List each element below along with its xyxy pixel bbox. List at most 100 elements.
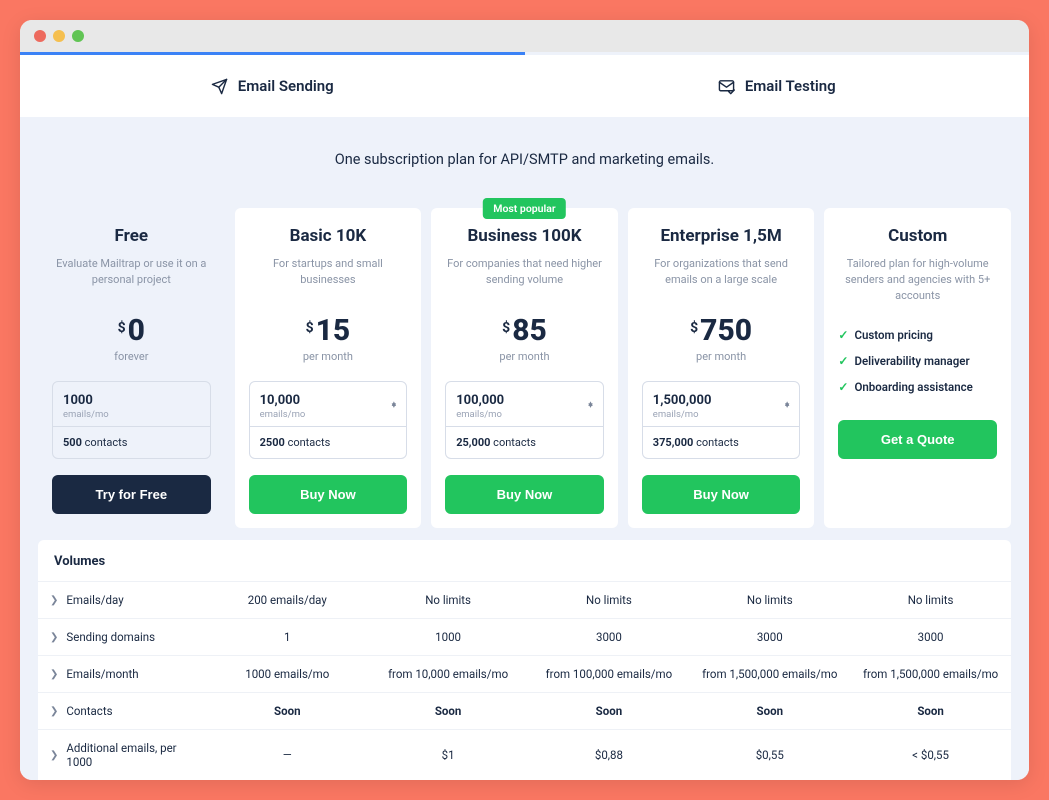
page-tagline: One subscription plan for API/SMTP and m… [20,117,1029,208]
plan-desc: For companies that need higher sending v… [445,256,604,298]
tab-email-sending[interactable]: Email Sending [20,52,525,117]
plan-cta-button[interactable]: Buy Now [445,475,604,514]
price-value: 85 [512,316,547,346]
table-row: ❯Additional emails, per 1000—$1$0,88$0,5… [38,729,1011,780]
row-label: Emails/month [66,667,138,681]
quantity-stepper[interactable]: ▴▾ [785,404,790,406]
check-icon: ✓ [838,354,848,368]
table-cell: Soon [368,693,529,729]
row-label-cell[interactable]: ❯ Sending domains [38,619,207,655]
table-cell: 1 [207,619,368,655]
table-cell: 1000 [368,619,529,655]
quantity-stepper[interactable]: ▴▾ [588,404,593,406]
emails-unit: emails/mo [456,409,504,420]
window-maximize-dot[interactable] [72,30,84,42]
feature-item: ✓Deliverability manager [838,348,997,374]
table-row: ❯ContactsSoonSoonSoonSoonSoon [38,692,1011,729]
quantity-stepper[interactable]: ▴▾ [392,404,397,406]
contacts-row: 500 contacts [53,427,210,458]
emails-value: 10,000 [260,393,301,408]
row-label: Emails/day [66,593,123,607]
plan-cta-button[interactable]: Buy Now [642,475,801,514]
send-icon [211,78,228,95]
table-row: ❯Emails/day200 emails/dayNo limitsNo lim… [38,581,1011,618]
page-content: Email Sending Email Testing One subscrip… [20,52,1029,780]
emails-value: 100,000 [456,393,504,408]
table-cell: from 100,000 emails/mo [529,656,690,692]
table-cell: from 10,000 emails/mo [368,656,529,692]
table-cell: No limits [529,582,690,618]
row-label: Additional emails, per 1000 [66,741,194,769]
plan-name: Business 100K [445,226,604,246]
price-value: 0 [128,316,145,346]
table-cell: $0,88 [529,737,690,773]
chevron-right-icon: ❯ [50,669,58,680]
emails-value: 1,500,000 [653,393,712,408]
row-label: Contacts [66,704,112,718]
emails-quantity-box: 1000emails/mo 500 contacts [52,381,211,459]
price-row: $15 [249,316,408,346]
plans-grid: Free Evaluate Mailtrap or use it on a per… [38,208,1011,528]
table-cell: No limits [689,582,850,618]
currency: $ [306,320,314,336]
emails-unit: emails/mo [63,409,109,420]
price-row: $750 [642,316,801,346]
plan-desc: Evaluate Mailtrap or use it on a persona… [52,256,211,298]
row-label-cell[interactable]: ❯Contacts [38,693,207,729]
emails-quantity-box: 1,500,000emails/mo ▴▾ 375,000 contacts [642,381,801,459]
table-cell: $1 [368,737,529,773]
plan-name: Custom [838,226,997,246]
table-title: Volumes [38,540,1011,581]
tab-label: Email Testing [745,77,836,95]
plan-cta-button[interactable]: Get a Quote [838,420,997,459]
check-icon: ✓ [838,328,848,342]
window-close-dot[interactable] [34,30,46,42]
price-value: 750 [700,316,752,346]
feature-item: ✓Onboarding assistance [838,374,997,400]
plan-card: Enterprise 1,5MFor organizations that se… [628,208,815,528]
tab-label: Email Sending [238,77,334,95]
price-row: $85 [445,316,604,346]
table-cell: No limits [368,582,529,618]
feature-item: ✓Custom pricing [838,322,997,348]
plan-name: Enterprise 1,5M [642,226,801,246]
plan-cta-button[interactable]: Buy Now [249,475,408,514]
contacts-row: 375,000 contacts [643,427,800,458]
chevron-right-icon: ❯ [50,595,58,606]
table-cell: 3000 [850,619,1011,655]
row-label-cell[interactable]: ❯ Emails/day [38,582,207,618]
price-period: per month [642,350,801,363]
table-cell: 3000 [529,619,690,655]
table-cell: 3000 [689,619,850,655]
emails-quantity-box: 100,000emails/mo ▴▾ 25,000 contacts [445,381,604,459]
browser-frame: Email Sending Email Testing One subscrip… [20,20,1029,780]
plan-cta-button[interactable]: Try for Free [52,475,211,514]
browser-titlebar [20,20,1029,52]
plan-card: Basic 10KFor startups and small business… [235,208,422,528]
window-minimize-dot[interactable] [53,30,65,42]
most-popular-badge: Most popular [483,198,565,219]
row-label-cell[interactable]: ❯Additional emails, per 1000 [38,730,207,780]
tab-email-testing[interactable]: Email Testing [525,55,1030,117]
table-cell: — [207,737,368,773]
chevron-right-icon: ❯ [50,632,58,643]
price-period: per month [445,350,604,363]
table-cell: Soon [689,693,850,729]
plan-card: Free Evaluate Mailtrap or use it on a per… [38,208,225,528]
price-period: forever [52,350,211,363]
emails-value: 1000 [63,393,93,408]
currency: $ [118,320,126,336]
plan-name: Free [52,226,211,246]
price-row: $0 [52,316,211,346]
check-icon: ✓ [838,380,848,394]
price-period: per month [249,350,408,363]
contacts-row: 25,000 contacts [446,427,603,458]
feature-list: ✓Custom pricing✓Deliverability manager✓O… [838,322,997,400]
table-cell: Soon [207,693,368,729]
tabs-bar: Email Sending Email Testing [20,55,1029,117]
table-cell: < $0,55 [850,737,1011,773]
row-label-cell[interactable]: ❯ Emails/month [38,656,207,692]
row-label: Sending domains [66,630,155,644]
plan-desc: For startups and small businesses [249,256,408,298]
mail-check-icon [718,78,735,95]
